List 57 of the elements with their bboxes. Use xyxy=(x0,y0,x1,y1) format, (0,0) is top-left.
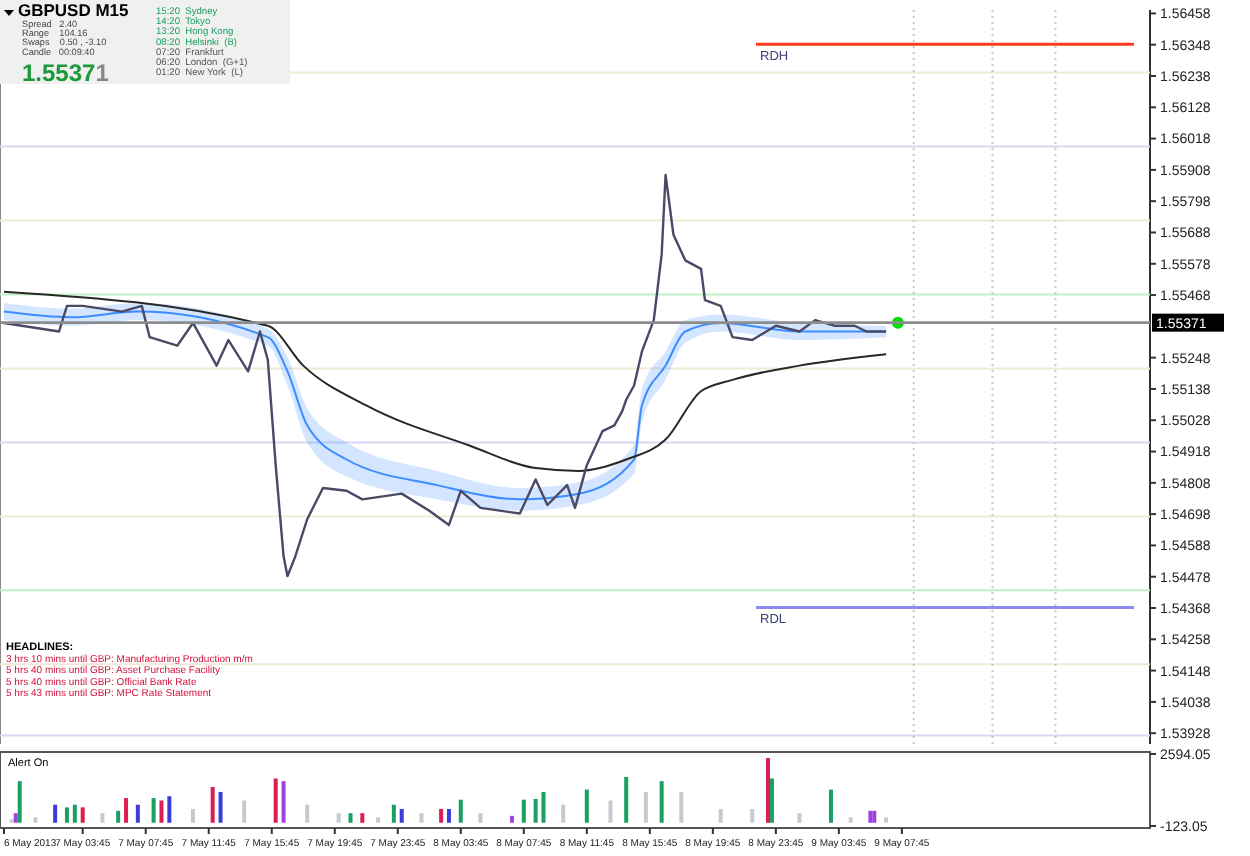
bar xyxy=(273,778,278,823)
bar xyxy=(190,808,195,823)
bar xyxy=(281,781,286,823)
chart-title: GBPUSD M15 xyxy=(18,0,130,20)
bar xyxy=(828,789,833,823)
bar xyxy=(80,807,85,823)
bar xyxy=(848,817,853,823)
bar xyxy=(584,789,589,823)
bar xyxy=(718,808,723,823)
bar xyxy=(167,796,172,823)
bar xyxy=(116,810,121,823)
bar xyxy=(33,817,38,823)
bar xyxy=(439,808,444,823)
bar xyxy=(624,776,629,823)
bar xyxy=(541,792,546,823)
bar xyxy=(17,781,22,823)
bar xyxy=(391,804,396,823)
bar xyxy=(135,804,140,823)
bar xyxy=(72,804,77,823)
bar xyxy=(521,799,526,823)
bar xyxy=(348,813,353,823)
bar xyxy=(210,786,215,823)
bar xyxy=(360,813,365,823)
bar xyxy=(561,804,566,823)
bar xyxy=(419,813,424,823)
bar xyxy=(659,781,664,823)
bar xyxy=(336,813,341,823)
bar xyxy=(305,804,310,823)
bar xyxy=(13,813,18,823)
bar xyxy=(218,792,223,823)
line-series xyxy=(2,173,888,578)
bar xyxy=(399,808,404,823)
bar xyxy=(100,813,105,823)
bar xyxy=(872,810,877,823)
bar xyxy=(679,792,684,823)
bar xyxy=(750,808,755,823)
bar xyxy=(458,799,463,823)
bar xyxy=(765,758,770,823)
bar xyxy=(509,815,514,823)
bar xyxy=(159,800,164,823)
bar xyxy=(242,800,247,823)
bar xyxy=(868,810,873,823)
bar xyxy=(533,798,538,823)
bar xyxy=(151,798,156,823)
bar xyxy=(478,813,483,823)
bar xyxy=(53,804,58,823)
bar xyxy=(376,817,381,823)
bar xyxy=(884,817,889,823)
annotation: 1.55371 xyxy=(22,59,110,87)
bar xyxy=(64,807,69,823)
bar xyxy=(643,792,648,823)
bar xyxy=(608,800,613,823)
bar xyxy=(124,798,129,823)
bar xyxy=(797,813,802,823)
bar xyxy=(769,778,774,823)
bar xyxy=(446,808,451,823)
line-series xyxy=(2,290,888,472)
